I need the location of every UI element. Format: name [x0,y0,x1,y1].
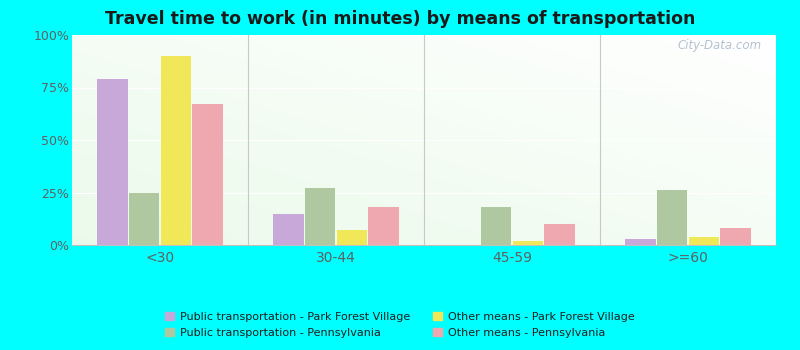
Legend: Public transportation - Park Forest Village, Public transportation - Pennsylvani: Public transportation - Park Forest Vill… [162,308,638,341]
Bar [545,224,574,245]
Bar [657,190,687,245]
Bar [129,193,159,245]
Bar [369,207,398,245]
Text: City-Data.com: City-Data.com [678,39,762,52]
Bar [721,228,750,245]
Bar [98,79,127,245]
Bar [161,56,191,245]
Bar [481,207,511,245]
Text: Travel time to work (in minutes) by means of transportation: Travel time to work (in minutes) by mean… [105,10,695,28]
Bar [305,188,335,245]
Bar [689,237,719,245]
Bar [193,104,222,245]
Bar [513,241,543,245]
Bar [337,230,367,245]
Bar [626,239,655,245]
Bar [274,214,303,245]
